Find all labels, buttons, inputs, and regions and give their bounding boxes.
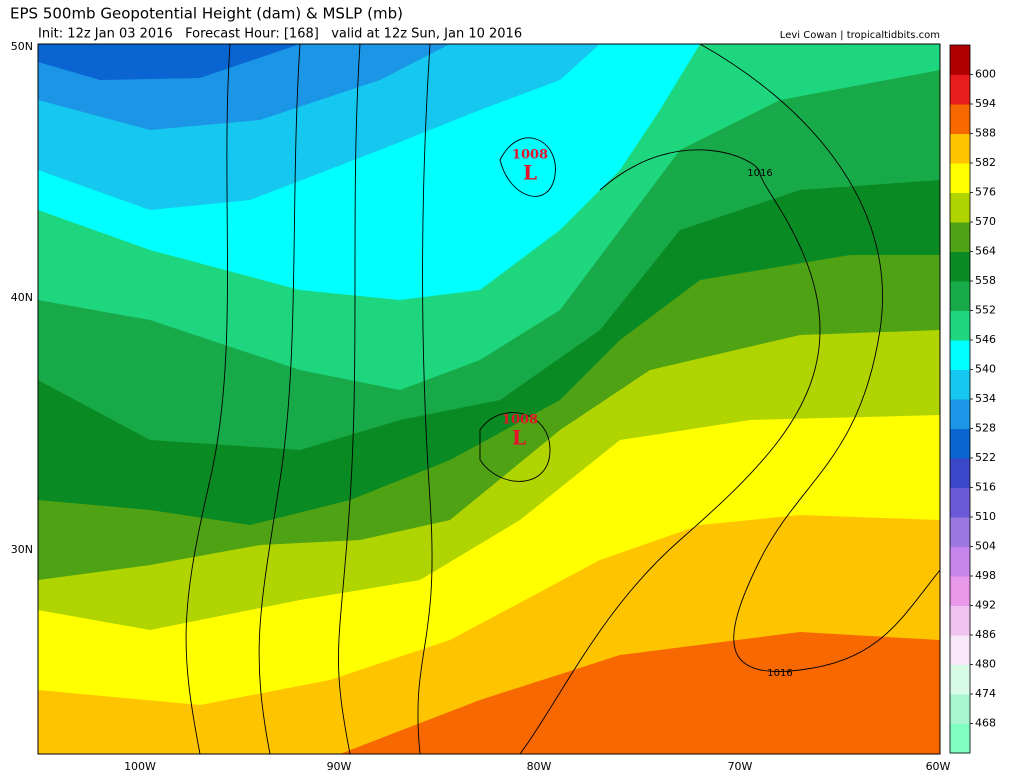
- colorbar-band: [950, 605, 970, 636]
- low-symbol: L: [512, 426, 526, 450]
- lon-label: 100W: [124, 760, 156, 773]
- colorbar-tick-label: 594: [975, 97, 996, 110]
- colorbar-band: [950, 517, 970, 547]
- colorbar-band: [950, 192, 970, 223]
- isobar: [417, 44, 433, 754]
- colorbar-band: [950, 369, 970, 400]
- colorbar-band: [950, 340, 970, 370]
- colorbar-tick-label: 504: [975, 540, 996, 553]
- colorbar-tick-label: 522: [975, 451, 996, 464]
- subtitle: Init: 12z Jan 03 2016 Forecast Hour: [16…: [38, 27, 522, 42]
- colorbar-tick-label: 546: [975, 333, 996, 346]
- isobar: [338, 44, 361, 754]
- isobar: [519, 149, 821, 754]
- lat-label: 40N: [11, 291, 33, 304]
- colorbar-tick-label: 534: [975, 392, 996, 405]
- lat-label: 50N: [11, 40, 33, 53]
- colorbar-band: [950, 74, 970, 105]
- colorbar-band: [950, 635, 970, 665]
- colorbar-tick-label: 600: [975, 68, 996, 81]
- colorbar-tick-label: 564: [975, 245, 996, 258]
- isobar-label: 1016: [767, 668, 792, 679]
- colorbar-band: [950, 694, 970, 724]
- colorbar-tick-label: 516: [975, 481, 996, 494]
- colorbar-band: [950, 281, 970, 311]
- colorbar-band: [950, 163, 970, 193]
- colorbar-tick-label: 558: [975, 274, 996, 287]
- height-band: [38, 44, 300, 80]
- isobar: [258, 44, 301, 754]
- credit: Levi Cowan | tropicaltidbits.com: [780, 30, 940, 41]
- colorbar-band: [950, 546, 970, 577]
- colorbar-band: [950, 723, 970, 754]
- isobar: [499, 137, 556, 197]
- map-frame: [37, 43, 941, 755]
- isobar: [699, 44, 940, 672]
- colorbar-tick-label: 486: [975, 628, 996, 641]
- colorbar-tick-label: 582: [975, 156, 996, 169]
- lat-label: 30N: [11, 543, 33, 556]
- title: EPS 500mb Geopotential Height (dam) & MS…: [10, 5, 403, 23]
- low-pressure-value: 1008: [502, 413, 538, 428]
- colorbar-band: [950, 251, 970, 282]
- colorbar-band: [950, 310, 970, 341]
- colorbar-band: [950, 45, 970, 75]
- colorbar-tick-label: 492: [975, 599, 996, 612]
- colorbar-tick-label: 480: [975, 658, 996, 671]
- colorbar-band: [950, 399, 970, 429]
- lon-label: 70W: [728, 760, 753, 773]
- low-pressure-value: 1008: [512, 148, 548, 163]
- colorbar-band: [950, 487, 970, 518]
- map: 1008 L 1008 L 1016 1016 50N 40N 30N 100W…: [11, 40, 951, 773]
- isobar-label: 1016: [747, 168, 772, 179]
- colorbar: 468 474 480 486 492 498 504 510 516 522 528 534 540 5…: [949, 44, 996, 754]
- colorbar-band: [950, 428, 970, 459]
- colorbar-band: [950, 576, 970, 606]
- low-symbol: L: [523, 161, 537, 185]
- colorbar-band: [950, 222, 970, 252]
- colorbar-tick-label: 468: [975, 717, 996, 730]
- colorbar-tick-label: 474: [975, 687, 996, 700]
- colorbar-tick-label: 552: [975, 304, 996, 317]
- colorbar-tick-label: 576: [975, 186, 996, 199]
- lon-label: 60W: [926, 760, 951, 773]
- colorbar-tick-label: 540: [975, 363, 996, 376]
- lon-label: 90W: [327, 760, 352, 773]
- lon-label: 80W: [527, 760, 552, 773]
- isobar: [185, 44, 231, 754]
- colorbar-tick-label: 570: [975, 215, 996, 228]
- colorbar-tick-label: 528: [975, 422, 996, 435]
- colorbar-band: [950, 133, 970, 164]
- isobar: [479, 412, 551, 482]
- colorbar-band: [950, 104, 970, 134]
- colorbar-tick-label: 588: [975, 127, 996, 140]
- colorbar-tick-label: 498: [975, 569, 996, 582]
- colorbar-band: [950, 458, 970, 488]
- colorbar-tick-label: 510: [975, 510, 996, 523]
- colorbar-band: [950, 664, 970, 695]
